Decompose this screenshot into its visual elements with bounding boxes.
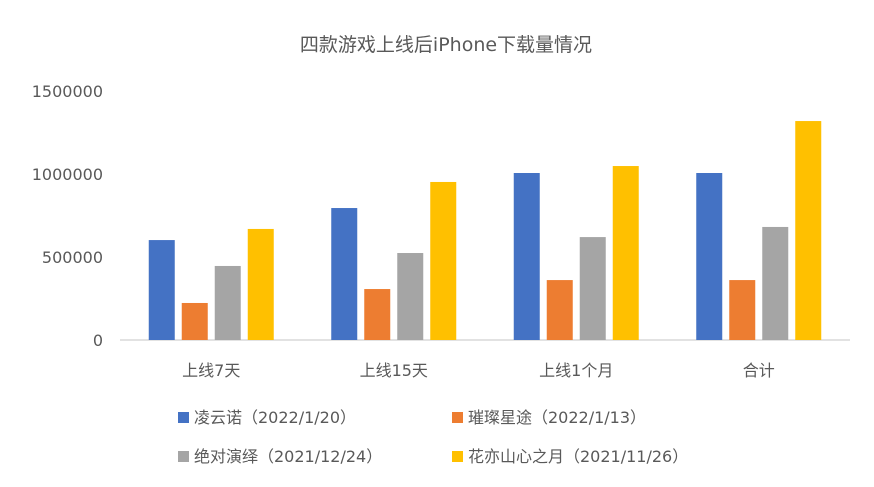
bar bbox=[148, 240, 175, 340]
y-tick-label: 1000000 bbox=[32, 165, 103, 184]
y-tick-label: 500000 bbox=[42, 248, 103, 267]
bar bbox=[696, 173, 723, 340]
bar bbox=[612, 166, 639, 340]
bar bbox=[546, 280, 573, 340]
bar bbox=[214, 265, 241, 340]
bar bbox=[795, 121, 822, 341]
legend-swatch bbox=[452, 451, 463, 462]
bar bbox=[762, 226, 789, 340]
bar bbox=[513, 173, 540, 340]
bar bbox=[364, 289, 391, 340]
bar bbox=[247, 228, 274, 340]
legend-swatch bbox=[178, 451, 189, 462]
bar bbox=[331, 208, 358, 340]
bar bbox=[181, 302, 208, 340]
x-tick-label: 上线15天 bbox=[360, 361, 428, 380]
y-tick-label: 0 bbox=[93, 331, 103, 350]
bar bbox=[397, 253, 424, 340]
chart-title: 四款游戏上线后iPhone下载量情况 bbox=[300, 34, 592, 56]
x-tick-label: 上线1个月 bbox=[539, 361, 613, 380]
legend-label: 璀璨星途（2022/1/13） bbox=[468, 408, 646, 427]
x-tick-label: 合计 bbox=[743, 361, 775, 380]
legend-label: 凌云诺（2022/1/20） bbox=[194, 408, 356, 427]
legend-label: 花亦山心之月（2021/11/26） bbox=[468, 447, 688, 466]
y-tick-label: 1500000 bbox=[32, 82, 103, 101]
bar bbox=[729, 280, 756, 340]
bar bbox=[579, 237, 606, 340]
legend-swatch bbox=[178, 412, 189, 423]
x-tick-label: 上线7天 bbox=[182, 361, 240, 380]
bar bbox=[430, 181, 457, 340]
legend-swatch bbox=[452, 412, 463, 423]
legend-label: 绝对演绎（2021/12/24） bbox=[194, 447, 382, 466]
